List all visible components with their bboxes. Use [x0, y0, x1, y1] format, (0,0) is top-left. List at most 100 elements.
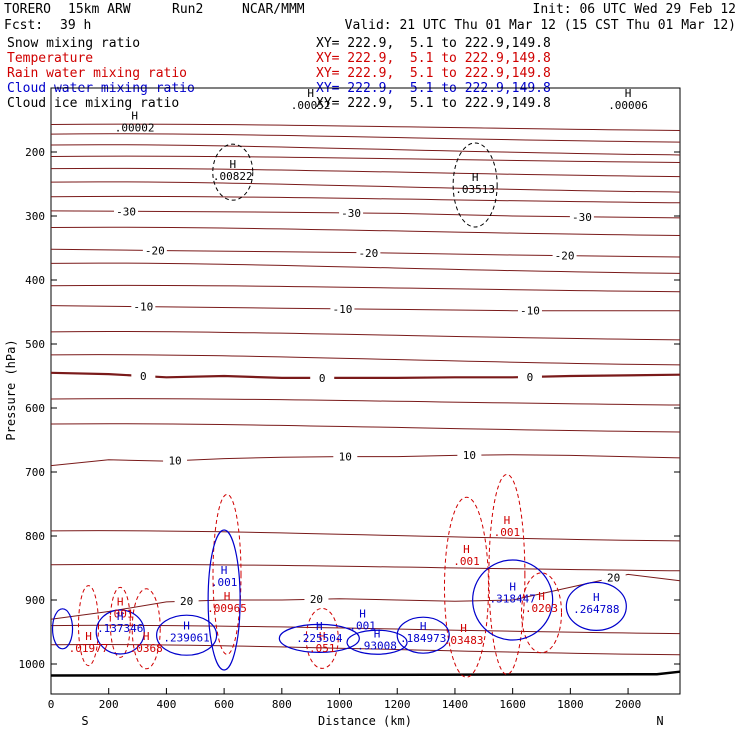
- legend-xy-snow: XY= 222.9, 5.1 to 222.9,149.8: [316, 36, 551, 51]
- rain-high-marker: H: [460, 622, 467, 635]
- contour-label-bg: [131, 300, 156, 313]
- isotherm-line: [50, 354, 681, 366]
- snow-contour: [452, 142, 498, 228]
- snow-high-marker: H: [307, 87, 314, 100]
- rain-value-label: .001: [107, 607, 134, 620]
- isotherm-line: [50, 133, 681, 143]
- rain-high-marker: H: [143, 630, 150, 643]
- contour-label-bg: [517, 370, 542, 383]
- snow-value-label: .03513: [455, 183, 495, 196]
- contour-label: -10: [133, 301, 153, 314]
- contour-label-bg: [142, 244, 167, 257]
- contour-label-bg: [304, 593, 329, 606]
- isotherm-line: [50, 144, 681, 156]
- contour-label-bg: [163, 454, 188, 467]
- rain-contour: [521, 572, 563, 654]
- temperature-contour-10: [50, 454, 681, 467]
- contour-label-bg: [517, 304, 542, 317]
- contour-label-bg: [569, 210, 594, 223]
- contour-label: -20: [358, 247, 378, 260]
- contour-label-bg: [310, 371, 335, 384]
- contour-label-bg: [457, 449, 482, 462]
- snow-value-label: .00002: [115, 122, 155, 135]
- surface-line: [50, 670, 681, 677]
- legend-label-temperature: Temperature: [7, 51, 94, 66]
- rain-high-marker: H: [504, 514, 511, 527]
- rain-contour: [305, 607, 339, 669]
- contour-label-bg: [333, 450, 358, 463]
- x-tick-label: 1000: [326, 698, 353, 711]
- x-tick-label: 600: [214, 698, 234, 711]
- cloud-water-contour: [472, 559, 554, 641]
- rain-value-label: .01977: [69, 642, 109, 655]
- y-tick-label: 200: [25, 146, 45, 159]
- rain-high-marker: H: [538, 590, 545, 603]
- rain-high-marker: H: [463, 543, 470, 556]
- cloud-water-value-label: .001: [211, 576, 238, 589]
- cloud-water-contour: [156, 614, 218, 656]
- rain-value-label: .00965: [207, 602, 247, 615]
- legend-xy-rain: XY= 222.9, 5.1 to 222.9,149.8: [316, 66, 551, 81]
- snow-value-label: .00006: [608, 99, 648, 112]
- cloud-water-value-label: .239061: [163, 632, 209, 645]
- rain-high-marker: H: [85, 630, 92, 643]
- rain-high-marker: H: [117, 595, 124, 608]
- isotherm-line: [50, 530, 681, 542]
- cloud-water-high-marker: H: [509, 581, 516, 594]
- isotherm-line: [50, 423, 681, 433]
- x-tick-label: 800: [272, 698, 292, 711]
- header-valid: Valid: 21 UTC Thu 01 Mar 12 (15 CST Thu …: [344, 18, 736, 33]
- y-tick-label: 500: [25, 338, 45, 351]
- contour-label: 20: [607, 572, 620, 585]
- cloud-water-value-label: .93008: [357, 639, 397, 652]
- rain-high-marker: H: [319, 630, 326, 643]
- x-end-label-north: N: [656, 714, 663, 728]
- contour-label: 0: [140, 370, 147, 383]
- legend-xy-temperature: XY= 222.9, 5.1 to 222.9,149.8: [316, 51, 551, 66]
- contour-label: -30: [341, 207, 361, 220]
- legend-label-cloud-ice: Cloud ice mixing ratio: [7, 96, 180, 111]
- contour-label: 0: [319, 372, 326, 385]
- legend-xy-cloud-ice: XY= 222.9, 5.1 to 222.9,149.8: [316, 96, 551, 111]
- contour-label: 0: [527, 371, 534, 384]
- isotherm-line: [50, 563, 681, 572]
- y-tick-label: 400: [25, 274, 45, 287]
- cloud-water-high-marker: H: [316, 620, 323, 633]
- cloud-water-value-label: .225504: [296, 632, 343, 645]
- x-tick-label: 0: [48, 698, 55, 711]
- isotherm-line: [50, 167, 681, 178]
- cloud-water-high-marker: H: [359, 607, 366, 620]
- header-org: NCAR/MMM: [242, 2, 305, 17]
- cloud-water-value-label: .184973: [400, 632, 446, 645]
- rain-contour: [78, 585, 100, 667]
- header-resolution: 15km ARW: [68, 2, 131, 17]
- contour-label-bg: [552, 249, 577, 262]
- rain-value-label: .0368: [130, 642, 163, 655]
- contour-label-bg: [131, 370, 156, 382]
- isotherm-line: [50, 181, 681, 193]
- cloud-water-high-marker: H: [593, 591, 600, 604]
- isotherm-line: [50, 398, 681, 406]
- y-tick-label: 800: [25, 530, 45, 543]
- contour-label-bg: [601, 571, 626, 584]
- snow-value-label: .00052: [291, 99, 331, 112]
- rain-high-marker: H: [224, 590, 231, 603]
- contour-label-bg: [174, 595, 199, 608]
- isotherm-line: [50, 195, 681, 204]
- x-tick-label: 200: [99, 698, 119, 711]
- cloud-water-high-marker: H: [374, 627, 381, 640]
- contour-label-bg: [114, 205, 139, 218]
- header-fcst-value: 39 h: [60, 18, 92, 33]
- snow-contour: [212, 143, 254, 201]
- legend-label-snow: Snow mixing ratio: [7, 36, 141, 51]
- plot-frame: [50, 87, 681, 695]
- cloud-water-contour: [95, 609, 145, 655]
- contour-label: -10: [332, 303, 352, 316]
- contour-label: -30: [572, 211, 592, 224]
- contour-label: 20: [180, 595, 193, 608]
- contour-label: 20: [310, 593, 323, 606]
- snow-high-marker: H: [472, 171, 479, 184]
- isotherm-line: [50, 226, 681, 237]
